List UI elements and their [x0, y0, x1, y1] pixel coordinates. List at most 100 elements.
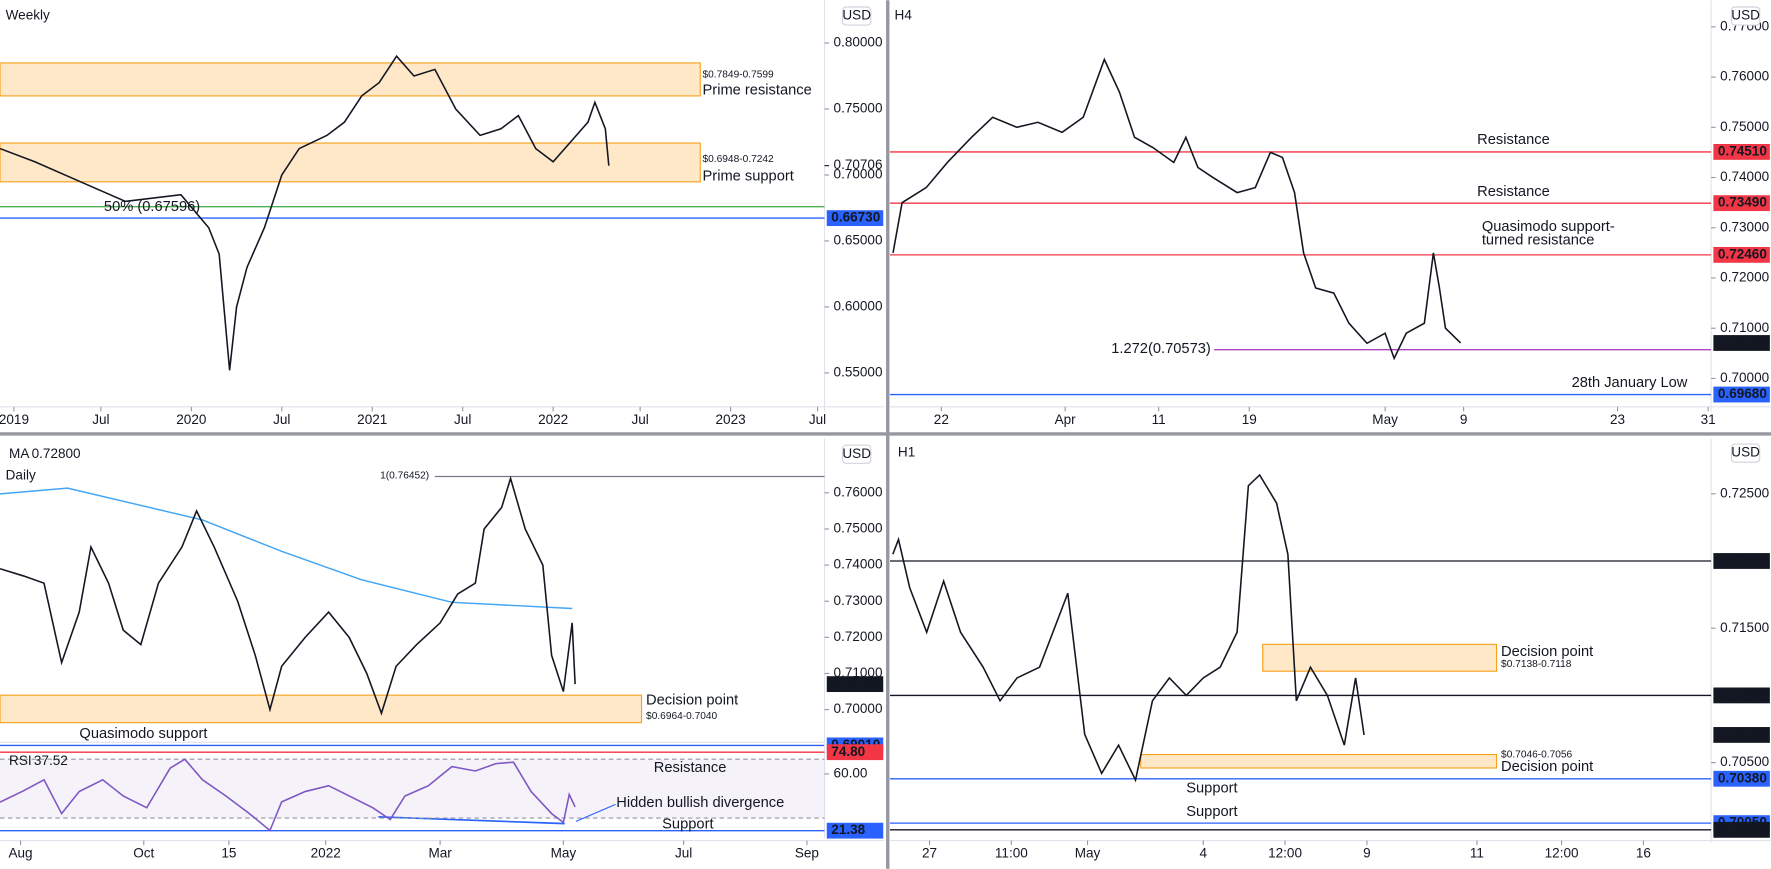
level-label: turned resistance [1482, 233, 1595, 249]
zone-range-label: $0.6948-0.7242 [703, 154, 775, 165]
x-tick-label: 15 [221, 846, 236, 861]
zone [0, 62, 701, 97]
last-price-box [1713, 335, 1770, 351]
pane-title: Daily [6, 467, 36, 482]
axis-label-box [1713, 770, 1770, 787]
pane-title: H1 [898, 445, 915, 460]
zone-label: Prime support [703, 168, 794, 184]
y-tick-label: 0.70500 [1720, 754, 1769, 769]
x-tick-label: 22 [934, 412, 949, 427]
last-price: 0.70706 [1718, 727, 1767, 742]
x-tick-label: 9 [1460, 412, 1468, 427]
x-tick-label: 11 [1470, 846, 1484, 861]
zone-range-label: $0.7046-0.7056 [1501, 749, 1573, 760]
currency: USD [842, 446, 871, 461]
zone [0, 142, 701, 183]
x-tick-label: Jul [454, 412, 471, 427]
last-price: 0.70706 [1718, 335, 1767, 350]
axis-label: 21.38 [831, 822, 865, 837]
x-tick-label: 2021 [357, 412, 387, 427]
pane-title: Weekly [6, 8, 50, 23]
y-tick-label: 0.55000 [834, 364, 883, 379]
x-tick-label: 2019 [0, 412, 29, 427]
y-tick-label: 0.80000 [834, 35, 883, 50]
y-tick-label: 0.73000 [1720, 219, 1769, 234]
pane-title: H4 [895, 8, 913, 23]
y-tick-label: 0.75000 [834, 101, 883, 116]
x-tick-label: Jul [809, 412, 826, 427]
axis-label: 0.72460 [1718, 246, 1767, 261]
y-tick-label: 0.76000 [834, 484, 883, 499]
y-tick-label: 0.75000 [1720, 119, 1769, 134]
zone [1262, 643, 1498, 672]
x-tick-label: May [1372, 412, 1398, 427]
axis-label-box [1713, 144, 1770, 160]
currency-box [1730, 443, 1761, 463]
level-label: Quasimodo support [79, 726, 207, 742]
y-tick-label: 0.70000 [834, 167, 883, 182]
last-price-box [826, 676, 884, 693]
x-tick-label: Jul [273, 412, 290, 427]
axis-label-box [1713, 553, 1770, 569]
axis-label-box [1713, 195, 1770, 212]
price-line [0, 475, 576, 716]
axis-label: 0.72000 [1718, 553, 1767, 568]
y-tick-label: 0.73000 [834, 593, 883, 608]
currency-box [842, 444, 872, 464]
x-tick-label: Sep [795, 846, 819, 861]
rsi-band-fill [0, 759, 825, 819]
y-tick-label: 0.76000 [1720, 69, 1769, 84]
x-tick-label: 9 [1363, 846, 1371, 861]
level-label: 28th January Low [1572, 375, 1688, 391]
y-tick-label: 0.72000 [834, 629, 883, 644]
axis-label-box [826, 744, 884, 761]
x-tick-label: 2022 [311, 846, 341, 861]
level-label: Resistance [1477, 132, 1550, 148]
zone [0, 694, 643, 724]
x-tick-label: 27 [922, 846, 937, 861]
currency-box [1730, 6, 1761, 26]
y-tick-label: 60.00 [834, 766, 868, 781]
zone-label: Decision point [1501, 759, 1593, 775]
x-tick-label: 2023 [716, 412, 746, 427]
last-price-box [1713, 727, 1770, 743]
y-tick-label: 0.74000 [834, 557, 883, 572]
y-tick-label: 0.70000 [1720, 370, 1769, 385]
zone-label: Prime resistance [703, 82, 812, 98]
zone-label: Decision point [646, 692, 738, 708]
axis-label-box [826, 822, 884, 839]
x-tick-label: May [1075, 846, 1101, 861]
axis-label-box [1713, 246, 1770, 263]
last-price: 0.70706 [834, 157, 883, 172]
currency: USD [842, 8, 871, 23]
x-tick-label: Mar [428, 846, 452, 861]
zone [1140, 753, 1498, 769]
x-tick-label: Jul [631, 412, 648, 427]
axis-label: 0.69680 [1718, 386, 1767, 401]
level-label: 50% (0.67596) [104, 199, 200, 215]
level-label: 1.272(0.70573) [1111, 341, 1211, 357]
y-tick-label: 0.74000 [1720, 169, 1769, 184]
zone-range-label: $0.7138-0.7118 [1501, 659, 1572, 670]
level-label: Support [1186, 804, 1237, 820]
x-tick-label: Jul [92, 412, 109, 427]
annotation: Hidden bullish divergence [616, 795, 784, 811]
currency: USD [1731, 8, 1760, 23]
price-line [892, 57, 1462, 361]
axis-label-box [1713, 687, 1770, 704]
indicator-value: 37.52 [34, 753, 68, 768]
x-tick-label: 19 [1242, 412, 1257, 427]
currency-box [842, 6, 872, 26]
x-tick-label: 11:00 [995, 846, 1028, 861]
x-tick-label: Jul [675, 846, 692, 861]
x-tick-label: 16 [1636, 846, 1651, 861]
y-tick-label: 0.75000 [834, 521, 883, 536]
y-tick-label: 0.72000 [1720, 270, 1769, 285]
x-tick-label: 2020 [176, 412, 206, 427]
axis-label-box [826, 210, 884, 227]
axis-label: 0.71000 [1718, 687, 1767, 702]
y-tick-label: 0.72500 [1720, 485, 1769, 500]
divergence-line [378, 815, 565, 825]
